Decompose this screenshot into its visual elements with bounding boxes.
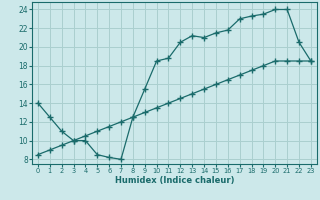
X-axis label: Humidex (Indice chaleur): Humidex (Indice chaleur) bbox=[115, 176, 234, 185]
